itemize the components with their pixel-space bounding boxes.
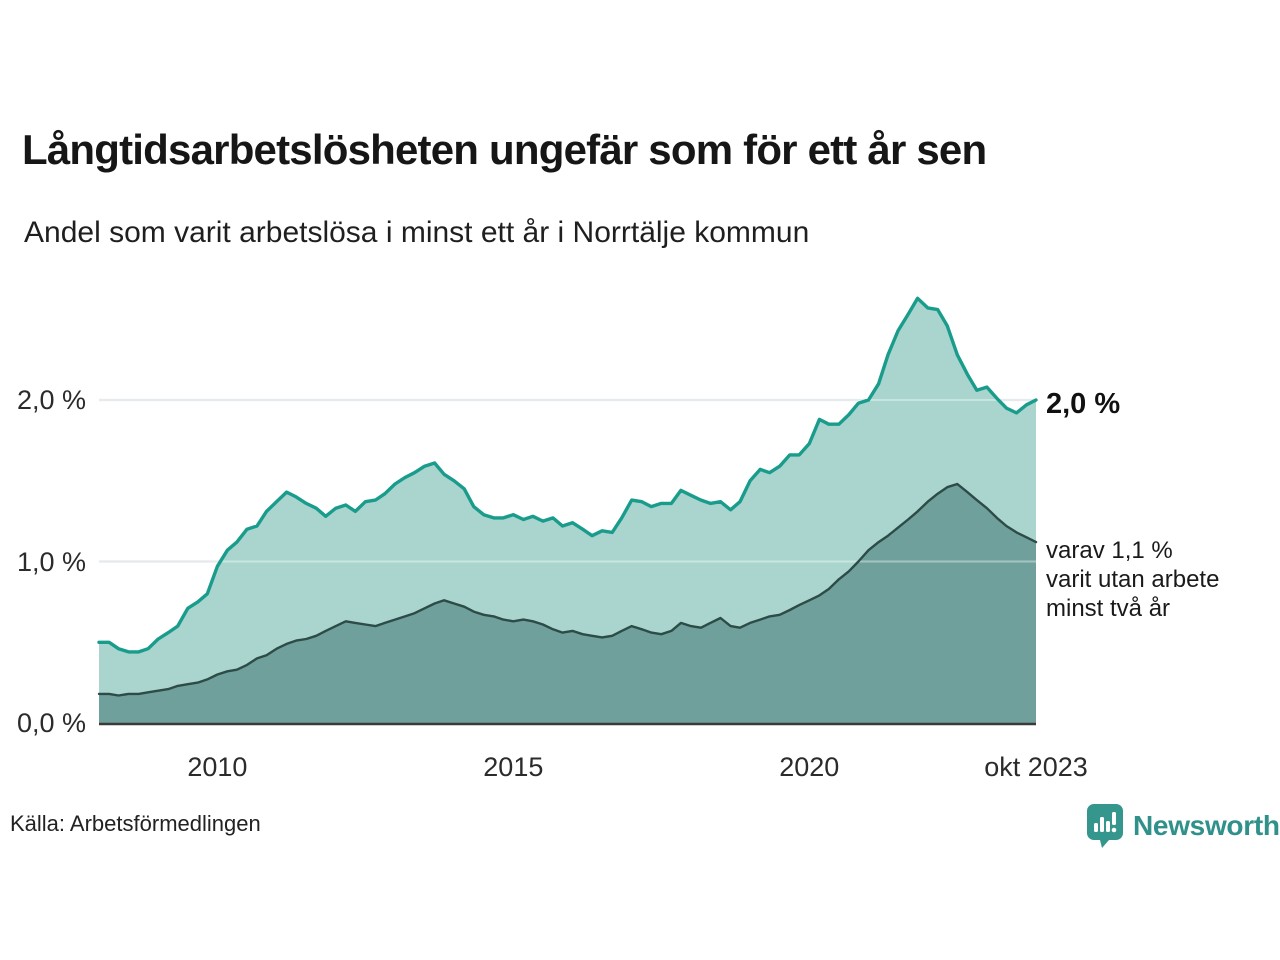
page-subtitle: Andel som varit arbetslösa i minst ett å… — [24, 216, 810, 249]
secondary-annotation-line: minst två år — [1046, 595, 1171, 622]
x-axis-label: 2015 — [483, 752, 544, 782]
x-axis-label: 2010 — [187, 752, 248, 782]
secondary-series-annotation: varav 1,1 % varit utan arbete minst två år — [1046, 536, 1219, 623]
newsworthy-bubble-chart-icon — [1087, 804, 1123, 848]
series-lines — [97, 296, 1038, 697]
end-value-annotation: 2,0 % — [1046, 388, 1121, 420]
y-axis-label: 1,0 % — [16, 546, 86, 577]
area-fills — [99, 298, 1036, 723]
secondary-annotation-line: varit utan arbete — [1046, 566, 1220, 593]
x-axis-label: okt 2023 — [984, 752, 1088, 782]
secondary-annotation-line: varav 1,1 % — [1046, 537, 1173, 564]
y-axis-label: 2,0 % — [16, 385, 86, 415]
gridlines-overlay — [99, 399, 1036, 563]
x-axis-label: 2020 — [779, 752, 840, 782]
y-axis-label: 0,0 % — [16, 708, 86, 738]
newsworthy-logo: Newsworthy — [1086, 803, 1280, 849]
page-title: Långtidsarbetslösheten ungefär som för e… — [22, 126, 987, 173]
source-caption: Källa: Arbetsförmedlingen — [10, 811, 261, 836]
newsworthy-wordmark: Newsworthy — [1133, 810, 1280, 841]
